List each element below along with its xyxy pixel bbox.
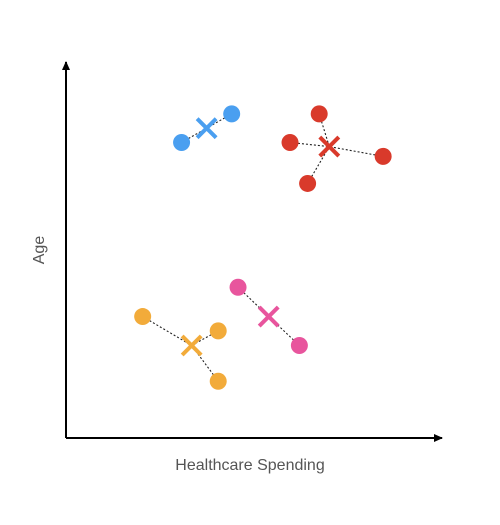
centroids-layer [180,117,341,357]
cluster-4-link-2 [268,316,300,346]
cluster-2-link-4 [329,146,384,157]
cluster-3-point-3 [209,372,227,390]
cluster-2-link-3 [307,146,330,184]
cluster-4-point-2 [290,337,308,355]
cluster-2-point-3 [299,174,317,192]
cluster-2-centroid-marker [318,135,341,158]
cluster-3-point-1 [134,308,152,326]
cluster-3-point-2 [209,322,227,340]
cluster-1-centroid-marker [195,117,218,140]
y-axis-title: Age [31,236,48,265]
cluster-3-link-1 [142,316,192,346]
cluster-2-point-1 [281,133,299,151]
cluster-4-centroid-marker [257,305,280,328]
cluster-3-centroid-marker [180,334,203,357]
cluster-1-point-1 [173,133,191,151]
cluster-2-point-4 [374,147,392,165]
points-layer [134,105,392,390]
x-axis-title: Healthcare Spending [175,457,324,474]
cluster-2-link-1 [289,141,330,148]
cluster-1-point-2 [223,105,241,123]
cluster-4-point-1 [229,278,247,296]
cluster-2-point-2 [310,105,328,123]
cluster-4-link-1 [237,286,270,317]
links-layer [142,113,384,382]
